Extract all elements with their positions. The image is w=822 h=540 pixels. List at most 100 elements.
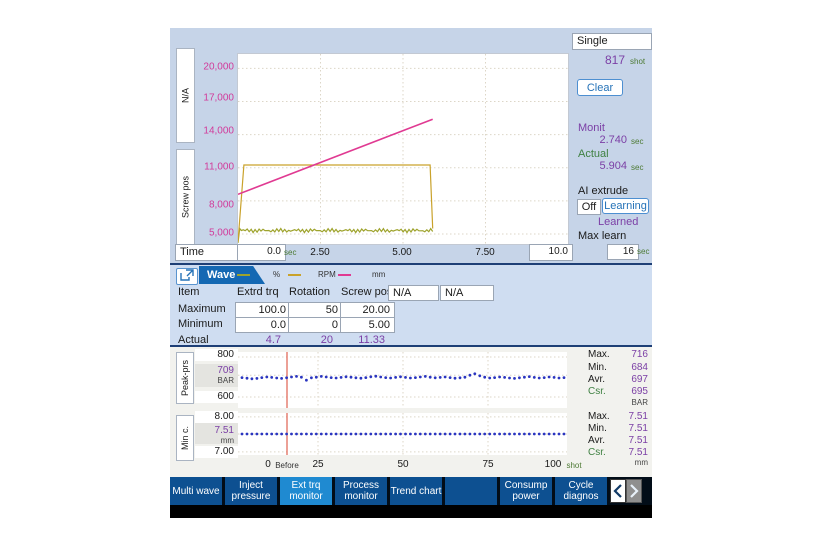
data-dot <box>433 432 437 436</box>
learning-button[interactable]: Learning <box>602 198 649 214</box>
mode-select-field[interactable]: Single <box>572 33 652 50</box>
data-dot <box>369 375 373 379</box>
data-dot <box>394 432 397 436</box>
tab-wave[interactable]: Wave <box>199 266 265 284</box>
data-dot <box>329 376 333 379</box>
data-dot <box>240 432 244 436</box>
data-dot <box>300 432 303 436</box>
trend1-avr-label: Avr. <box>588 374 606 385</box>
data-dot <box>295 375 298 378</box>
trend2-max-label: Max. <box>588 411 610 422</box>
data-dot <box>443 375 447 379</box>
table-minimum-label: Minimum <box>178 318 223 330</box>
data-dot <box>537 376 541 380</box>
tab-process-monitor[interactable]: Process monitor <box>335 477 387 505</box>
data-dot <box>562 432 566 436</box>
tab-inject-pressure[interactable]: Inject pressure <box>225 477 277 505</box>
app-window: N/A Screw pos 20,000 17,000 14,000 11,00… <box>170 28 652 518</box>
tab-empty[interactable] <box>445 477 497 505</box>
data-dot <box>310 432 313 436</box>
peak-pressure-chart <box>238 352 567 408</box>
minimum-screw-pos-field[interactable]: 5.00 <box>340 317 395 333</box>
actual-extrd-trq-value: 4.7 <box>265 334 281 346</box>
ai-off-toggle[interactable]: Off <box>577 199 601 215</box>
data-dot <box>423 432 427 436</box>
minimum-rotation-field[interactable]: 0 <box>288 317 343 333</box>
data-dot <box>275 432 279 436</box>
shot-tick-0: 0 <box>265 459 271 470</box>
col-header-na-field-2[interactable]: N/A <box>440 285 494 301</box>
data-dot <box>339 376 343 379</box>
table-actual-label: Actual <box>178 334 209 346</box>
data-dot <box>473 432 477 436</box>
tab-trend-chart[interactable]: Trend chart <box>390 477 442 505</box>
col-header-na-field-1[interactable]: N/A <box>388 285 439 301</box>
legend-swatch-extrd-trq <box>237 274 250 276</box>
data-dot <box>245 432 249 436</box>
wave-plot-area <box>237 53 569 245</box>
data-dot <box>438 376 442 379</box>
time-current-field[interactable]: 0.0 <box>237 244 286 261</box>
data-dot <box>250 377 254 381</box>
data-dot <box>557 432 561 436</box>
learned-label: Learned <box>598 216 639 228</box>
data-dot <box>498 432 501 436</box>
data-dot <box>285 376 288 380</box>
tab-multi-wave[interactable]: Multi wave <box>170 477 222 505</box>
shot-unit: shot <box>630 57 646 66</box>
data-dot <box>384 432 388 436</box>
data-dot <box>438 432 442 436</box>
data-dot <box>478 374 482 378</box>
data-dot <box>364 432 368 436</box>
data-dot <box>310 376 313 380</box>
data-dot <box>552 432 556 436</box>
data-dot <box>409 432 412 436</box>
data-dot <box>344 432 348 436</box>
data-dot <box>359 432 363 436</box>
trend2-avr-value: 7.51 <box>628 435 648 446</box>
tab-consump-power[interactable]: Consump power <box>500 477 552 505</box>
minimum-extrd-trq-field[interactable]: 0.0 <box>235 317 291 333</box>
trend1-y-current: 709 <box>217 365 234 376</box>
trend1-csr-value: 695 <box>631 386 648 397</box>
trend1-y-unit: BAR <box>217 376 234 385</box>
clear-button[interactable]: Clear <box>577 79 623 96</box>
monit-value: 2.740 <box>599 134 627 146</box>
trend2-y-current: 7.51 <box>214 425 234 436</box>
y-tick: 11,000 <box>204 161 234 173</box>
data-dot <box>508 432 511 436</box>
maximum-extrd-trq-field[interactable]: 100.0 <box>235 302 291 318</box>
tab-cycle-diagnos[interactable]: Cycle diagnos <box>555 477 607 505</box>
maximum-rotation-field[interactable]: 50 <box>288 302 343 318</box>
popout-button[interactable] <box>176 268 198 285</box>
data-dot <box>552 376 556 379</box>
maximum-screw-pos-field[interactable]: 20.00 <box>340 302 395 318</box>
max-learn-label: Max learn <box>578 230 627 242</box>
data-dot <box>334 432 338 436</box>
data-dot <box>354 376 358 380</box>
data-dot <box>508 376 511 380</box>
data-dot <box>488 376 492 380</box>
data-dot <box>324 432 328 436</box>
data-dot <box>319 375 323 378</box>
data-dot <box>255 432 259 436</box>
legend-unit-mm: mm <box>372 270 386 279</box>
shot-axis-unit: shot <box>566 461 582 470</box>
data-dot <box>453 376 457 380</box>
data-dot <box>562 376 566 379</box>
time-end-field[interactable]: 10.0 <box>529 244 573 261</box>
tabs-next-button[interactable] <box>626 479 642 503</box>
data-dot <box>255 377 259 380</box>
data-dot <box>513 377 516 380</box>
max-learn-field[interactable]: 16 <box>607 244 639 260</box>
tabs-prev-button[interactable] <box>610 479 626 503</box>
tab-ext-trq-monitor[interactable]: Ext trq monitor <box>280 477 332 505</box>
shot-count: 817 <box>604 53 625 67</box>
trend2-csr-label: Csr. <box>588 447 606 458</box>
data-dot <box>280 377 283 380</box>
data-dot <box>329 432 333 436</box>
data-dot <box>334 376 338 380</box>
time-tick: 5.00 <box>392 247 412 258</box>
data-dot <box>463 375 467 379</box>
table-maximum-label: Maximum <box>178 303 226 315</box>
